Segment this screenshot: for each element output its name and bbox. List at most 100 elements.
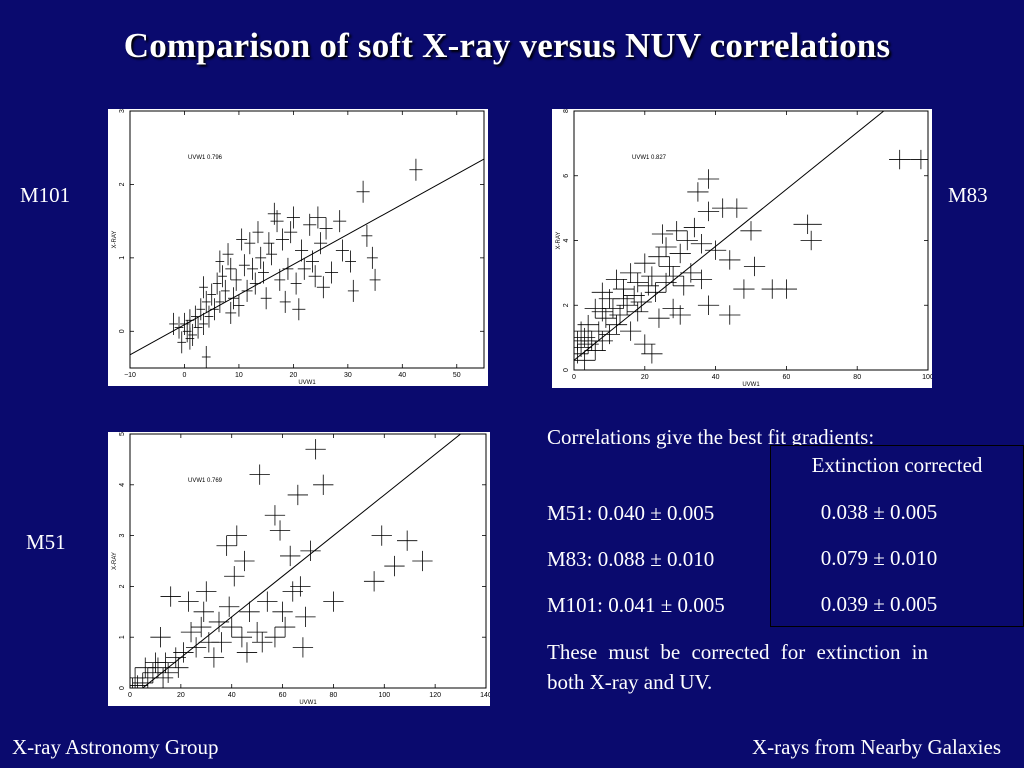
m83-data-point	[800, 230, 822, 251]
m83-data-point	[627, 302, 649, 322]
m83-data-point	[591, 282, 613, 303]
m101-data-point	[177, 331, 187, 354]
m83-data-point	[726, 198, 748, 218]
m101-data-point	[266, 243, 278, 266]
m101-xtick-label: 50	[453, 372, 461, 379]
m51-annotation: UVW1 0.769	[188, 478, 223, 484]
m51-data-point	[150, 627, 171, 648]
m83-xtick-label: 60	[783, 374, 791, 381]
m83-data-point	[605, 314, 628, 335]
m101-x-axis-label: UVW1	[298, 380, 316, 386]
m101-data-point	[225, 301, 237, 324]
m51-data-point	[305, 439, 326, 460]
m51-data-point	[130, 667, 146, 688]
m101-data-point	[286, 206, 300, 229]
m83-data-point	[588, 321, 610, 341]
m51-data-point	[269, 520, 291, 541]
m51-data-point	[193, 601, 214, 622]
m101-xtick-label: 30	[344, 372, 352, 379]
m101-ytick-label: 0	[119, 329, 126, 333]
m51-data-point	[216, 535, 237, 556]
m83-data-point	[630, 292, 652, 312]
m83-data-point	[889, 149, 911, 170]
m101-data-point	[305, 250, 319, 273]
m101-data-point	[215, 250, 225, 273]
m51-data-point	[173, 642, 194, 663]
m51-data-point	[384, 555, 405, 577]
label-m83: M83	[948, 183, 988, 207]
m51-plot-frame	[129, 433, 487, 689]
m101-data-point	[361, 224, 373, 247]
m101-data-point	[207, 283, 217, 306]
m101-xtick-label: −10	[124, 372, 136, 379]
m83-data-point	[620, 263, 642, 283]
m51-data-point	[198, 632, 219, 653]
m83-data-point	[669, 305, 691, 325]
m51-data-point	[135, 657, 156, 678]
m83-data-point	[641, 344, 663, 364]
extinction-m83: 0.079 ± 0.010	[820, 546, 938, 570]
m83-data-point	[620, 321, 642, 341]
m83-data-point	[690, 234, 713, 254]
m51-data-point	[130, 675, 148, 688]
m51-data-point	[191, 616, 212, 638]
m101-data-point	[275, 228, 290, 251]
m101-data-point	[215, 290, 225, 313]
m83-data-point	[673, 276, 695, 296]
label-m101: M101	[20, 183, 71, 207]
m51-xtick-label: 60	[279, 692, 287, 699]
m51-ytick-label: 1	[119, 635, 126, 639]
m101-data-point	[409, 158, 423, 181]
label-m51: M51	[26, 530, 66, 554]
m101-annotation: UVW1 0.796	[188, 155, 223, 161]
m101-data-point	[316, 276, 330, 299]
m51-ytick-label: 2	[119, 584, 126, 588]
m101-data-point	[244, 232, 256, 255]
m101-data-point	[204, 305, 214, 328]
m83-data-point	[648, 308, 670, 328]
m101-data-point	[247, 257, 258, 280]
m83-xtick-label: 100	[922, 374, 932, 381]
m101-data	[130, 158, 484, 368]
m83-data-point	[793, 214, 822, 235]
m51-x-axis-label: UVW1	[299, 700, 317, 706]
m51-xtick-label: 100	[378, 692, 390, 699]
m101-data-point	[169, 312, 178, 335]
m101-data-point	[257, 261, 269, 284]
m51-gradient: M51: 0.040 ± 0.005	[547, 501, 715, 525]
m101-data-point	[180, 312, 189, 335]
m51-data-point	[180, 621, 202, 643]
m101-data-point	[212, 272, 222, 295]
m101-data-point	[292, 298, 306, 321]
m83-ytick-label: 6	[563, 174, 570, 178]
m83-data-point	[683, 217, 705, 238]
m51-data-point	[323, 591, 344, 612]
m51-xtick-label: 0	[128, 692, 132, 699]
m83-data-point	[704, 240, 727, 260]
m101-fit-line	[130, 158, 484, 356]
m83-ytick-label: 2	[563, 303, 570, 307]
m51-data-point	[130, 677, 143, 688]
m101-data-point	[366, 246, 378, 269]
m51-data-point	[145, 652, 166, 673]
extinction-note: These must be corrected for extinction i…	[547, 640, 928, 694]
m101-xtick-label: 40	[398, 372, 406, 379]
slide-title: Comparison of soft X-ray versus NUV corr…	[123, 26, 891, 65]
m101-data-point	[284, 221, 298, 244]
m51-xtick-label: 20	[177, 692, 185, 699]
m101-data-point	[174, 316, 184, 339]
m101-data-point	[290, 272, 302, 295]
m83-xtick-label: 80	[853, 374, 861, 381]
m51-data-point	[264, 505, 286, 526]
m83-data-point	[574, 350, 596, 370]
m51-data-point	[290, 576, 311, 597]
m83-data-point	[687, 182, 709, 202]
m51-xtick-label: 120	[429, 692, 441, 699]
m101-gradient: M101: 0.041 ± 0.005	[547, 593, 725, 617]
m51-data-point	[274, 616, 296, 638]
m101-data-point	[297, 257, 311, 280]
m101-data-point	[241, 279, 253, 302]
footer-left: X-ray Astronomy Group	[12, 735, 219, 759]
m83-gradient: M83: 0.088 ± 0.010	[547, 547, 715, 571]
m83-data-point	[577, 334, 599, 354]
